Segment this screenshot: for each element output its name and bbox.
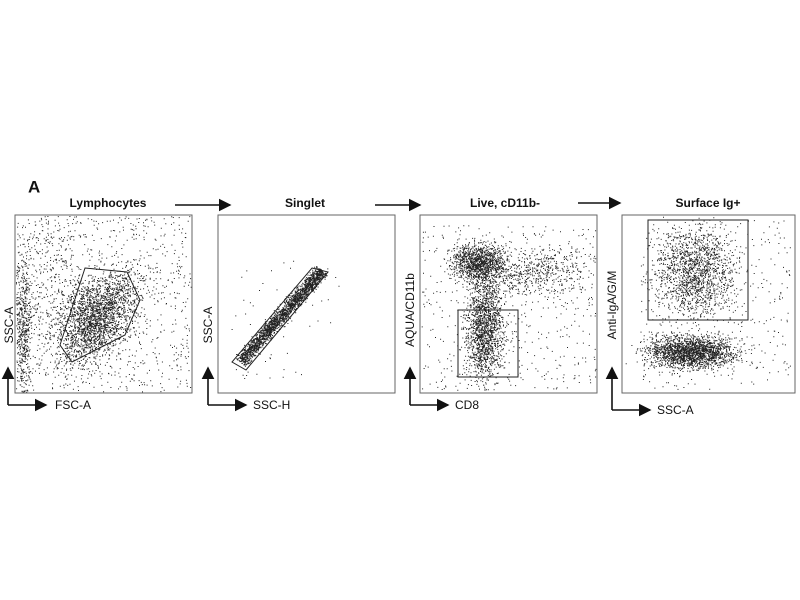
axis-indicator: AQUA/CD11b CD8 (403, 273, 479, 412)
y-axis-label: SSC-A (201, 307, 215, 344)
y-axis-label: Anti-IgA/G/M (605, 271, 619, 340)
plot-frame (621, 214, 796, 394)
axis-indicator: SSC-A SSC-H (201, 307, 290, 413)
gate (457, 309, 519, 378)
figure-label: A (28, 177, 40, 196)
gate (647, 219, 749, 321)
x-axis-label: SSC-A (657, 403, 694, 417)
plot-frame (419, 214, 598, 394)
panel-title: Singlet (285, 196, 325, 210)
axis-indicator: Anti-IgA/G/M SSC-A (605, 271, 694, 418)
panel-title: Lymphocytes (70, 196, 147, 210)
plot-frame (217, 214, 396, 394)
y-axis-label: SSC-A (2, 307, 16, 344)
x-axis-label: SSC-H (253, 398, 290, 412)
y-axis-label: AQUA/CD11b (403, 273, 417, 347)
x-axis-label: CD8 (455, 398, 479, 412)
panel-title: Live, cD11b- (470, 196, 540, 210)
x-axis-label: FSC-A (55, 398, 91, 412)
panel-title: Surface Ig+ (675, 196, 740, 210)
gate (231, 267, 329, 371)
axis-indicator: SSC-A FSC-A (1, 307, 91, 412)
gate (59, 267, 141, 363)
plot-frame (14, 214, 193, 394)
